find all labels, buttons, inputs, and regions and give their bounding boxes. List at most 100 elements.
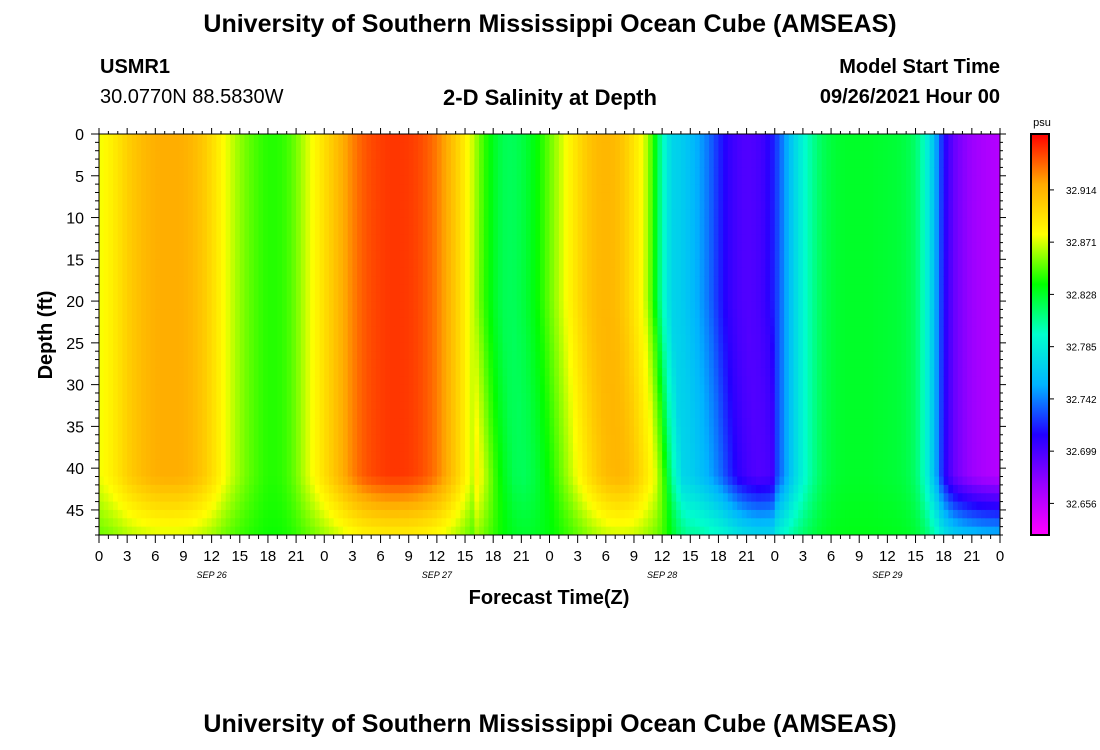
- heatmap-cell: [554, 242, 560, 252]
- heatmap-cell: [582, 134, 588, 143]
- heatmap-cell: [136, 142, 142, 152]
- heatmap-cell: [244, 175, 250, 185]
- heatmap-cell: [145, 326, 152, 336]
- heatmap-cell: [164, 426, 170, 436]
- heatmap-cell: [291, 259, 297, 269]
- heatmap-cell: [108, 484, 114, 494]
- heatmap-cell: [206, 426, 213, 436]
- heatmap-cell: [136, 242, 142, 252]
- heatmap-cell: [249, 309, 255, 319]
- heatmap-cell: [511, 484, 518, 494]
- heatmap-cell: [408, 334, 415, 344]
- heatmap-cell: [216, 484, 222, 494]
- heatmap-cell: [507, 434, 513, 444]
- heatmap-cell: [178, 250, 185, 260]
- heatmap-cell: [483, 418, 490, 427]
- heatmap-cell: [197, 409, 203, 419]
- heatmap-cell: [296, 301, 302, 311]
- heatmap-cell: [169, 192, 175, 202]
- heatmap-cell: [113, 317, 119, 327]
- heatmap-cell: [422, 134, 429, 143]
- heatmap-cell: [474, 476, 480, 486]
- heatmap-cell: [446, 342, 452, 352]
- heatmap-cell: [164, 326, 170, 336]
- heatmap-cell: [558, 359, 565, 369]
- heatmap-cell: [389, 134, 396, 143]
- heatmap-cell: [155, 509, 161, 519]
- heatmap-cell: [324, 326, 330, 336]
- heatmap-cell: [249, 317, 255, 327]
- heatmap-cell: [131, 200, 138, 210]
- heatmap-cell: [530, 301, 537, 311]
- heatmap-cell: [474, 259, 480, 269]
- heatmap-cell: [568, 476, 574, 486]
- heatmap-cell: [413, 459, 419, 469]
- heatmap-cell: [488, 434, 494, 444]
- heatmap-cell: [497, 509, 504, 519]
- heatmap-cell: [385, 225, 391, 235]
- heatmap-cell: [526, 401, 532, 411]
- heatmap-cell: [141, 384, 147, 394]
- heatmap-cell: [145, 401, 152, 411]
- heatmap-cell: [122, 518, 128, 528]
- heatmap-cell: [145, 259, 152, 269]
- heatmap-cell: [530, 342, 537, 352]
- heatmap-cell: [145, 225, 152, 235]
- heatmap-cell: [230, 476, 236, 486]
- heatmap-cell: [141, 175, 147, 185]
- heatmap-cell: [563, 301, 569, 311]
- heatmap-cell: [404, 276, 410, 285]
- heatmap-cell: [99, 367, 105, 377]
- heatmap-cell: [530, 250, 537, 260]
- heatmap-cell: [103, 159, 109, 169]
- heatmap-cell: [230, 342, 236, 352]
- heatmap-cell: [469, 276, 476, 285]
- heatmap-cell: [507, 250, 513, 260]
- heatmap-cell: [418, 250, 424, 260]
- heatmap-cell: [375, 526, 382, 535]
- heatmap-cell: [131, 225, 138, 235]
- heatmap-cell: [474, 518, 480, 528]
- heatmap-cell: [521, 175, 527, 185]
- heatmap-cell: [450, 334, 457, 344]
- heatmap-cell: [324, 150, 330, 160]
- heatmap-cell: [221, 309, 227, 319]
- heatmap-cell: [188, 292, 194, 302]
- heatmap-cell: [474, 418, 480, 427]
- heatmap-cell: [493, 317, 499, 327]
- heatmap-cell: [333, 501, 339, 511]
- heatmap-cell: [526, 451, 532, 461]
- heatmap-cell: [188, 167, 194, 177]
- heatmap-cell: [413, 250, 419, 260]
- heatmap-cell: [380, 159, 386, 169]
- heatmap-cell: [136, 301, 142, 311]
- heatmap-cell: [300, 392, 307, 402]
- heatmap-cell: [211, 409, 217, 419]
- heatmap-cell: [540, 284, 546, 294]
- heatmap-cell: [235, 192, 241, 202]
- heatmap-cell: [145, 509, 152, 519]
- heatmap-cell: [460, 242, 466, 252]
- heatmap-cell: [357, 150, 363, 160]
- heatmap-cell: [174, 142, 180, 152]
- heatmap-cell: [460, 292, 466, 302]
- heatmap-cell: [272, 409, 278, 419]
- heatmap-cell: [418, 150, 424, 160]
- heatmap-cell: [521, 301, 527, 311]
- heatmap-cell: [174, 317, 180, 327]
- heatmap-cell: [446, 484, 452, 494]
- heatmap-cell: [361, 192, 368, 202]
- heatmap-cell: [211, 384, 217, 394]
- heatmap-cell: [328, 367, 335, 377]
- heatmap-cell: [150, 518, 156, 528]
- heatmap-cell: [131, 326, 138, 336]
- heatmap-cell: [389, 426, 396, 436]
- heatmap-cell: [239, 401, 246, 411]
- heatmap-cell: [427, 317, 433, 327]
- heatmap-cell: [244, 418, 250, 427]
- heatmap-cell: [300, 376, 307, 386]
- heatmap-cell: [357, 175, 363, 185]
- heatmap-cell: [108, 276, 114, 285]
- heatmap-cell: [258, 200, 264, 210]
- heatmap-cell: [310, 326, 316, 336]
